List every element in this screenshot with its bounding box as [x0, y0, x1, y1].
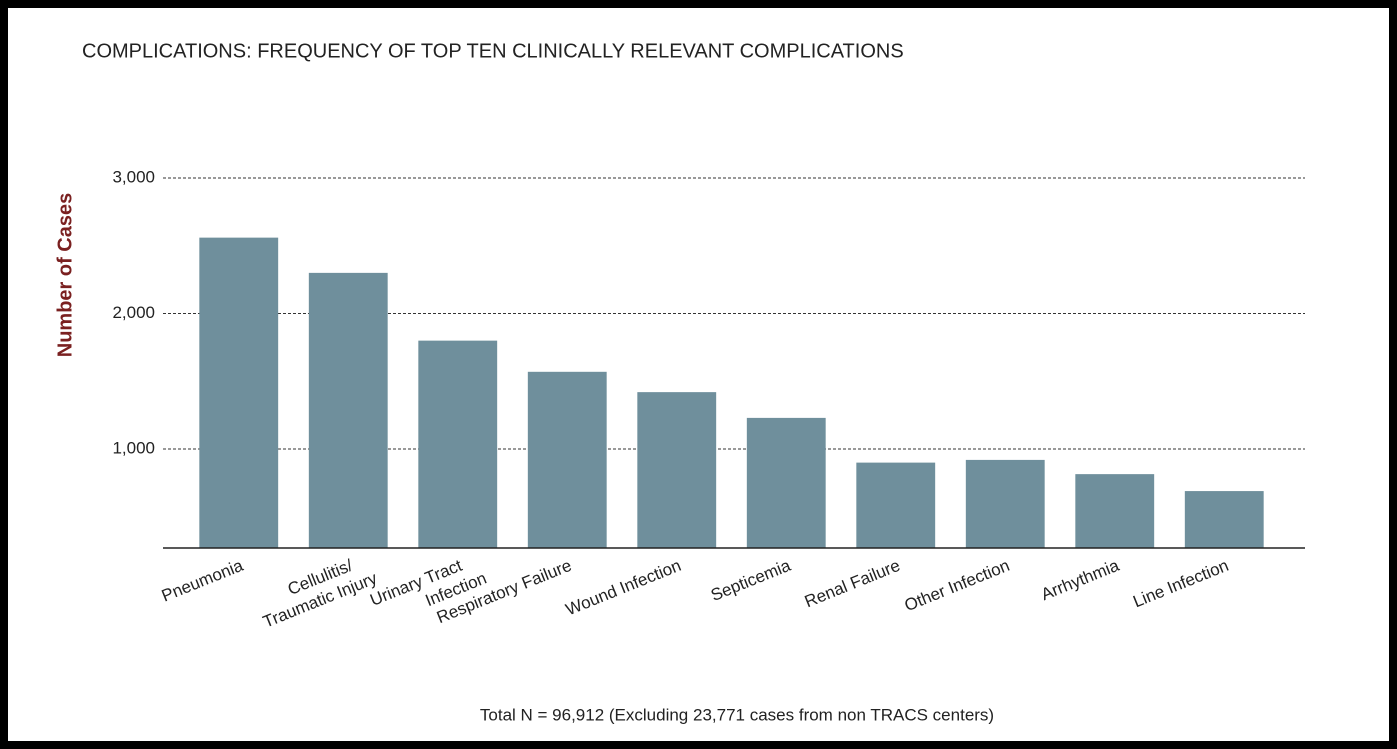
footnote: Total N = 96,912 (Excluding 23,771 cases… — [480, 705, 994, 724]
y-tick-label: 2,000 — [112, 303, 155, 322]
y-tick-label: 1,000 — [112, 439, 155, 458]
bar — [1075, 474, 1155, 548]
bar — [308, 272, 388, 548]
bar — [418, 340, 498, 548]
y-axis-label: Number of Cases — [54, 193, 76, 358]
chart-title: COMPLICATIONS: FREQUENCY OF TOP TEN CLIN… — [82, 40, 904, 62]
bar — [746, 417, 826, 548]
bar — [856, 462, 936, 548]
bar — [199, 237, 279, 548]
bar — [527, 371, 607, 548]
y-tick-label: 3,000 — [112, 167, 155, 186]
bar — [965, 459, 1045, 548]
bar — [1184, 491, 1264, 548]
bar — [637, 392, 717, 548]
